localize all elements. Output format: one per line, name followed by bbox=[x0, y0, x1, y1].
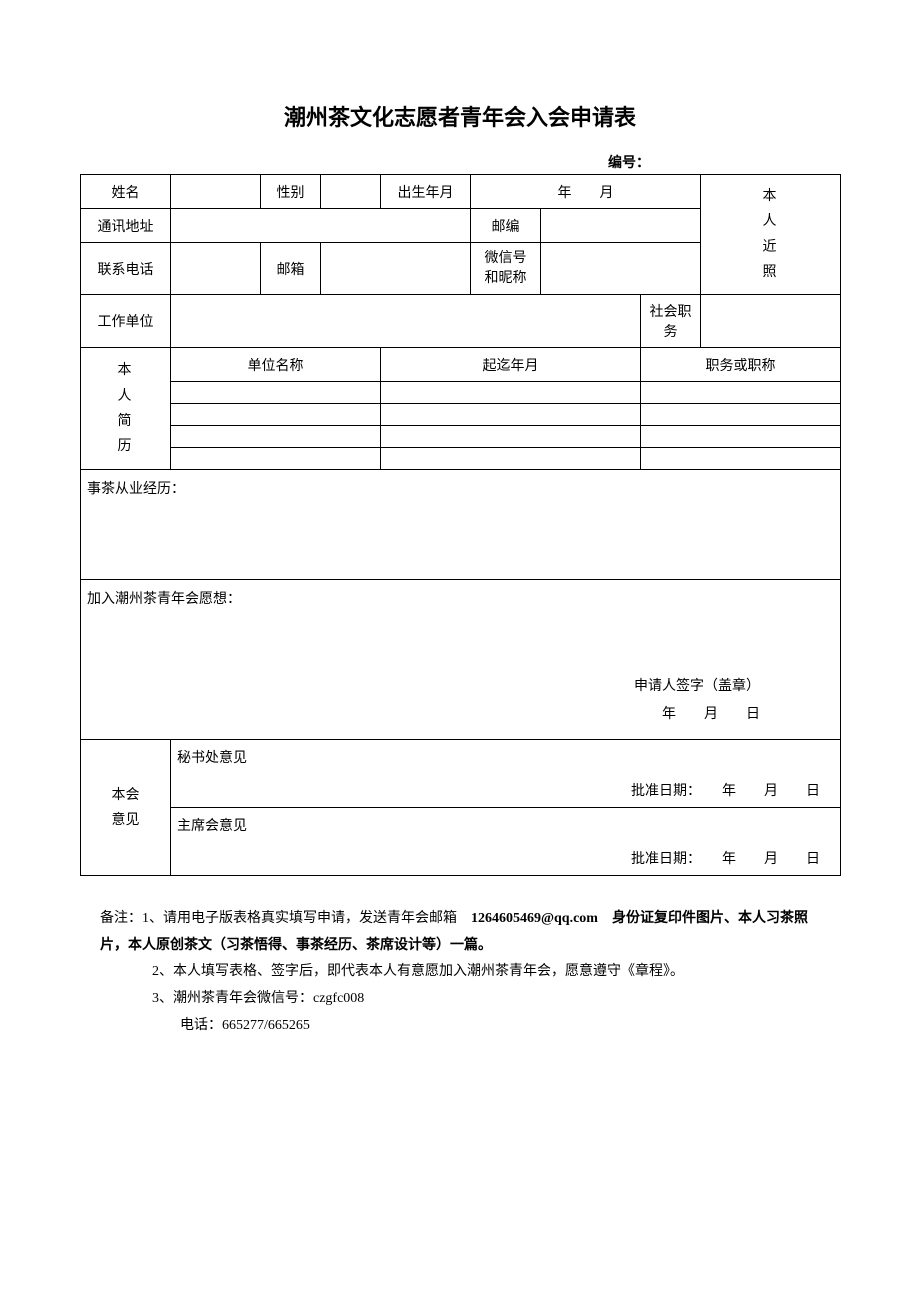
label-chair-opinion: 主席会意见 bbox=[171, 808, 841, 842]
label-address: 通讯地址 bbox=[81, 209, 171, 243]
label-signature: 申请人签字（盖章） bbox=[81, 673, 760, 701]
resume-org-2[interactable] bbox=[171, 404, 381, 426]
note-line-3: 3、潮州茶青年会微信号：czgfc008 bbox=[100, 986, 820, 1013]
resume-org-3[interactable] bbox=[171, 426, 381, 448]
field-gender[interactable] bbox=[321, 175, 381, 209]
label-position: 职务或职称 bbox=[641, 348, 841, 382]
note-email: 1264605469@qq.com bbox=[471, 911, 598, 926]
photo-area[interactable]: 本 人 近 照 bbox=[701, 175, 841, 295]
label-phone: 联系电话 bbox=[81, 243, 171, 295]
label-email: 邮箱 bbox=[261, 243, 321, 295]
label-wish: 加入潮州茶青年会愿想： bbox=[87, 588, 834, 608]
note-line-2: 2、本人填写表格、签字后，即代表本人有意愿加入潮州茶青年会，愿意遵守《章程》。 bbox=[100, 959, 820, 986]
resume-period-3[interactable] bbox=[381, 426, 641, 448]
chair-approve-date[interactable]: 批准日期： 年 月 日 bbox=[171, 842, 841, 876]
field-phone[interactable] bbox=[171, 243, 261, 295]
note-line-4: 电话：665277/665265 bbox=[100, 1013, 820, 1040]
wish-section[interactable]: 加入潮州茶青年会愿想： 申请人签字（盖章） 年 月 日 bbox=[81, 580, 841, 740]
field-wechat[interactable] bbox=[541, 243, 701, 295]
label-name: 姓名 bbox=[81, 175, 171, 209]
field-workplace[interactable] bbox=[171, 295, 641, 348]
resume-period-2[interactable] bbox=[381, 404, 641, 426]
label-sec-opinion: 秘书处意见 bbox=[171, 740, 841, 774]
label-workplace: 工作单位 bbox=[81, 295, 171, 348]
note-line-1: 备注：1、请用电子版表格真实填写申请，发送青年会邮箱 1264605469@qq… bbox=[100, 906, 820, 959]
label-sign-date: 年 月 日 bbox=[81, 701, 760, 729]
sec-approve-date[interactable]: 批准日期： 年 月 日 bbox=[171, 774, 841, 808]
field-birth[interactable]: 年 月 bbox=[471, 175, 701, 209]
serial-number-label: 编号： bbox=[80, 152, 840, 172]
label-org-name: 单位名称 bbox=[171, 348, 381, 382]
label-opinion: 本会 意见 bbox=[81, 740, 171, 876]
field-address[interactable] bbox=[171, 209, 471, 243]
resume-pos-3[interactable] bbox=[641, 426, 841, 448]
resume-pos-1[interactable] bbox=[641, 382, 841, 404]
field-email[interactable] bbox=[321, 243, 471, 295]
label-tea-exp: 事茶从业经历： bbox=[87, 482, 185, 497]
label-period: 起迄年月 bbox=[381, 348, 641, 382]
label-resume: 本 人 简 历 bbox=[81, 348, 171, 470]
resume-org-1[interactable] bbox=[171, 382, 381, 404]
tea-experience-section[interactable]: 事茶从业经历： bbox=[81, 470, 841, 580]
field-name[interactable] bbox=[171, 175, 261, 209]
label-social-duty: 社会职务 bbox=[641, 295, 701, 348]
label-gender: 性别 bbox=[261, 175, 321, 209]
resume-period-4[interactable] bbox=[381, 448, 641, 470]
resume-pos-2[interactable] bbox=[641, 404, 841, 426]
resume-pos-4[interactable] bbox=[641, 448, 841, 470]
resume-period-1[interactable] bbox=[381, 382, 641, 404]
resume-org-4[interactable] bbox=[171, 448, 381, 470]
label-wechat: 微信号 和昵称 bbox=[471, 243, 541, 295]
field-postcode[interactable] bbox=[541, 209, 701, 243]
page-title: 潮州茶文化志愿者青年会入会申请表 bbox=[80, 100, 840, 132]
application-form-table: 姓名 性别 出生年月 年 月 本 人 近 照 通讯地址 邮编 联系电话 邮箱 微… bbox=[80, 174, 841, 876]
field-social-duty[interactable] bbox=[701, 295, 841, 348]
label-postcode: 邮编 bbox=[471, 209, 541, 243]
note-prefix: 备注：1、请用电子版表格真实填写申请，发送青年会邮箱 bbox=[100, 911, 471, 926]
label-birth: 出生年月 bbox=[381, 175, 471, 209]
notes-section: 备注：1、请用电子版表格真实填写申请，发送青年会邮箱 1264605469@qq… bbox=[80, 906, 840, 1039]
